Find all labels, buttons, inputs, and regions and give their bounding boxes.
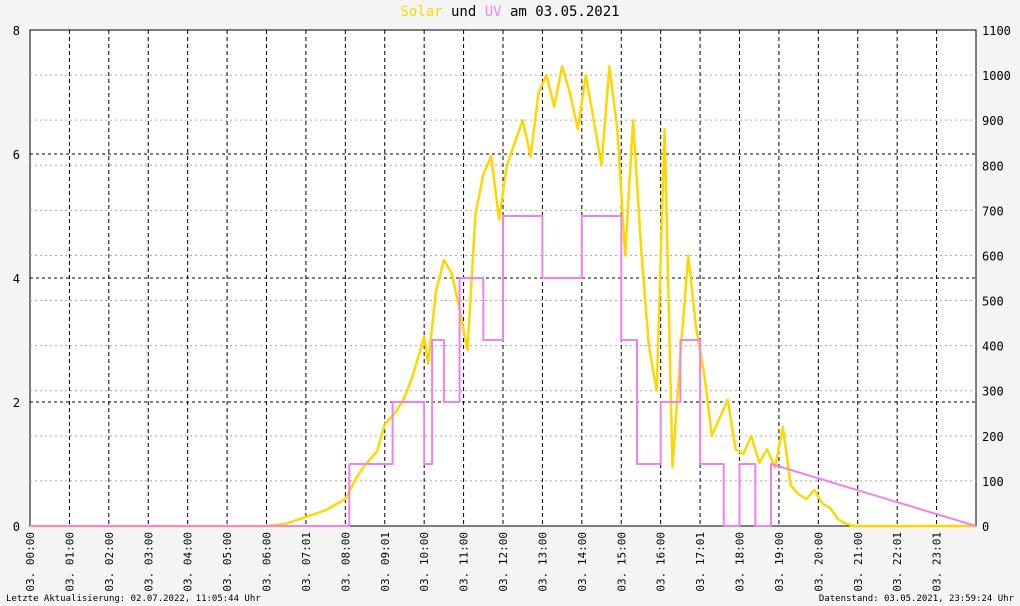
x-tick-label: 03. 10:00 [418,532,431,592]
y-right-tick-label: 200 [982,430,1004,444]
x-tick-label: 03. 06:00 [261,532,274,592]
y-right-tick-label: 100 [982,475,1004,489]
series-uv [30,215,977,527]
last-update-text: Letzte Aktualisierung: 02.07.2022, 11:05… [6,594,261,604]
x-tick-label: 03. 15:00 [615,532,628,592]
x-tick-label: 03. 21:00 [852,532,865,592]
x-tick-label: 03. 18:00 [734,532,747,592]
x-tick-label: 03. 16:00 [655,532,668,592]
x-tick-label: 03. 08:00 [339,532,352,592]
y-right-tick-label: 400 [982,340,1004,354]
x-tick-label: 03. 04:00 [182,532,195,592]
y-right-tick-label: 600 [982,249,1004,263]
x-tick-label: 03. 02:00 [103,532,116,592]
y-right-tick-label: 700 [982,204,1004,218]
x-tick-label: 03. 13:00 [536,532,549,592]
y-left-tick-label: 4 [13,272,20,286]
x-tick-label: 03. 19:00 [773,532,786,592]
title-und: und [442,4,485,20]
chart-title: Solar und UV am 03.05.2021 [0,4,1020,20]
x-tick-label: 03. 23:01 [931,532,944,592]
data-status-text: Datenstand: 03.05.2021, 23:59:24 Uhr [818,594,1014,604]
x-tick-label: 03. 09:01 [379,532,392,592]
x-tick-label: 03. 01:00 [63,532,76,592]
x-tick-label: 03. 22:01 [891,532,904,592]
x-tick-label: 03. 05:00 [221,532,234,592]
x-tick-label: 03. 11:00 [458,532,471,592]
title-uv: UV [484,4,502,20]
series-solar [30,64,976,528]
y-left-tick-label: 6 [13,148,20,162]
x-tick-label: 03. 14:00 [576,532,589,592]
title-date: am 03.05.2021 [501,4,620,20]
y-right-tick-label: 300 [982,385,1004,399]
y-right-tick-label: 1100 [982,24,1011,38]
y-right-tick-label: 900 [982,114,1004,128]
x-tick-label: 03. 07:01 [300,532,313,592]
title-solar: Solar [400,4,443,20]
y-right-tick-label: 800 [982,159,1004,173]
x-tick-label: 03. 12:00 [497,532,510,592]
y-left-tick-label: 0 [13,520,20,534]
y-right-tick-label: 1000 [982,69,1011,83]
y-left-tick-label: 8 [13,24,20,38]
y-left-tick-label: 2 [13,396,20,410]
x-tick-label: 03. 17:01 [694,532,707,592]
x-tick-label: 03. 00:00 [24,532,37,592]
y-right-tick-label: 0 [982,520,989,534]
x-tick-label: 03. 03:00 [142,532,155,592]
y-right-tick-label: 500 [982,295,1004,309]
x-tick-label: 03. 20:00 [812,532,825,592]
